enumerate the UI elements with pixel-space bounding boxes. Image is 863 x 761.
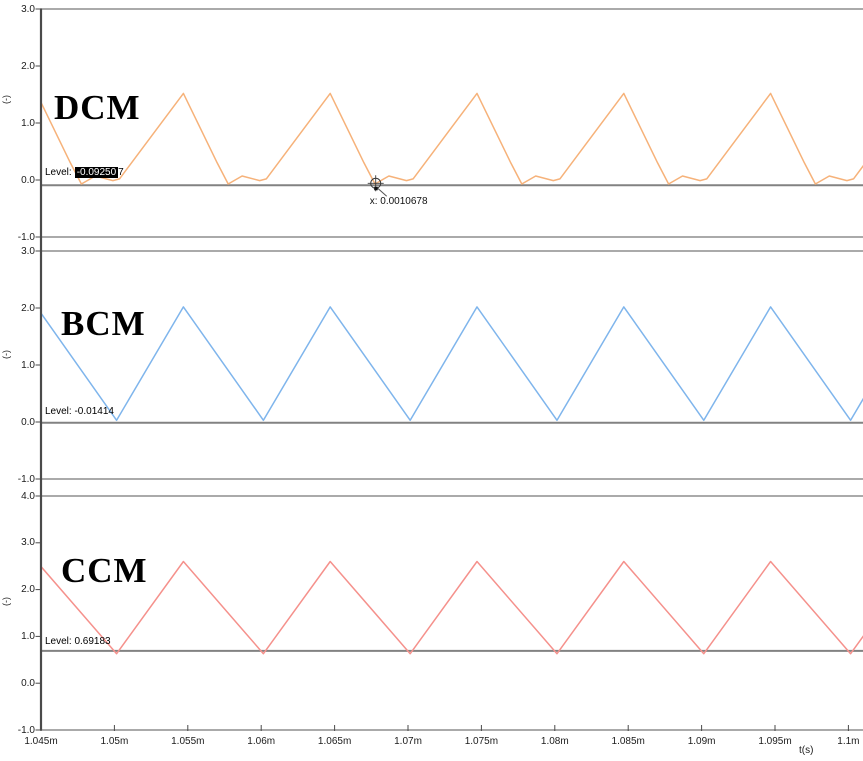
ccm-waveform-trace [41,560,863,655]
cursor-x-readout: x: 0.0010678 [369,196,428,208]
level-readout-ccm[interactable]: Level: 0.69183 [45,636,111,648]
level-value-selected[interactable]: -0.09250 [74,167,119,178]
x-tick-label: 1.09m [687,736,716,747]
x-tick-label: 1.07m [394,736,422,747]
x-tick-label: 1.06m [247,736,276,747]
y-axis-unit-label-ccm: (-) [1,597,11,606]
y-axis-unit-label-dcm: (-) [1,95,11,104]
dcm-mode-label: DCM [54,88,141,127]
x-tick-label: 1.075m [464,736,499,747]
y-axis-unit-label-bcm: (-) [1,350,11,359]
time-axis-label: t(s) [799,745,814,756]
level-label: Level: [45,167,72,178]
x-tick-label: 1.055m [171,736,205,747]
y-tick-label: 2.0 [21,584,35,596]
y-tick-label: 3.0 [21,537,35,549]
y-tick-label: -1.0 [17,231,35,243]
x-tick-label: 1.05m [100,736,129,747]
x-tick-label: 1.1m [837,736,860,747]
y-tick-label: 3.0 [21,245,35,257]
level-label: Level: [45,406,72,417]
x-tick-label: 1.065m [317,736,352,747]
y-tick-label: 0.0 [21,677,35,689]
level-label: Level: [45,636,72,647]
y-tick-label: 1.0 [21,630,35,642]
x-tick-label: 1.08m [540,736,569,747]
x-tick-label: 1.045m [24,736,58,747]
y-tick-label: 1.0 [21,359,35,371]
ccm-mode-label: CCM [61,551,148,590]
level-readout-dcm[interactable]: Level: -0.09250 7 [45,167,124,179]
level-value-trailing: 7 [118,167,124,178]
y-tick-label: -1.0 [17,473,35,485]
y-tick-label: -1.0 [17,724,35,736]
y-tick-label: 2.0 [21,302,35,314]
cursor-anchor-dot [374,186,378,191]
y-tick-label: 2.0 [21,60,35,72]
level-value: 0.69183 [71,636,111,647]
bcm-mode-label: BCM [61,304,146,343]
x-tick-label: 1.095m [758,736,792,747]
y-tick-label: 0.0 [21,416,35,428]
bcm-waveform-trace [41,306,863,422]
y-tick-label: 1.0 [21,117,35,129]
y-tick-label: 3.0 [21,3,35,15]
level-value: -0.01414 [71,406,114,417]
y-tick-label: 4.0 [21,490,35,502]
x-tick-label: 1.085m [611,736,645,747]
y-tick-label: 0.0 [21,174,35,186]
level-readout-bcm[interactable]: Level: -0.01414 [45,406,114,418]
cursor-leader-line [377,187,388,197]
